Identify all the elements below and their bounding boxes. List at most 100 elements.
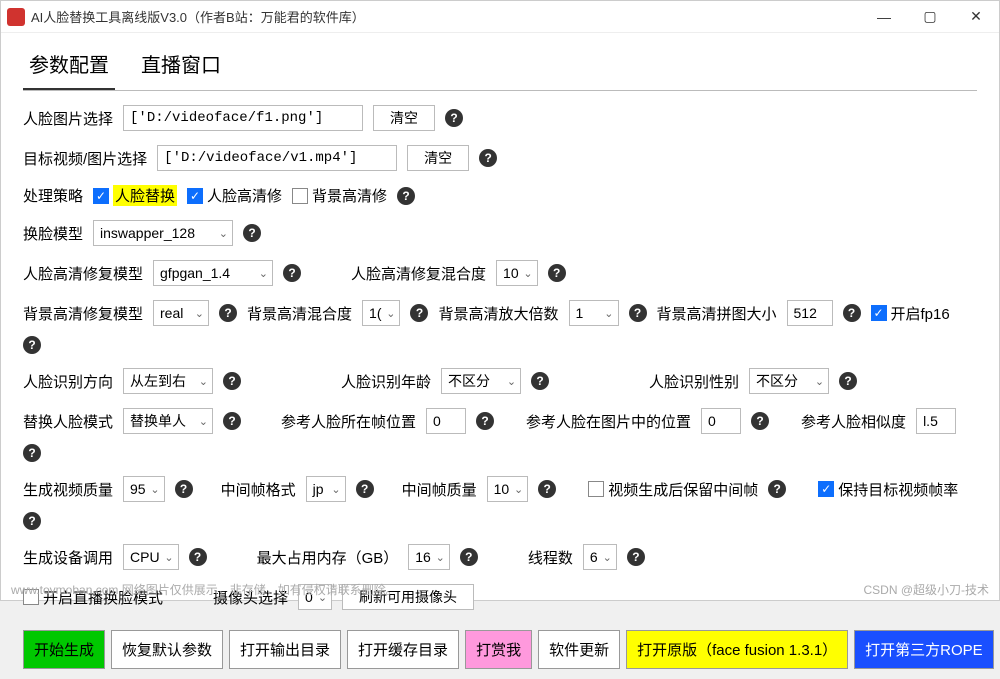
face-age-select[interactable]: 不区分 xyxy=(441,368,521,394)
replace-mode-value: 替换单人 xyxy=(130,411,186,431)
maximize-button[interactable]: ▢ xyxy=(907,1,953,33)
help-icon[interactable]: ? xyxy=(219,304,237,322)
help-icon[interactable]: ? xyxy=(283,264,301,282)
face-age-label: 人脸识别年龄 xyxy=(341,371,431,392)
open-original-button[interactable]: 打开原版（face fusion 1.3.1） xyxy=(626,630,848,669)
mem-label: 最大占用内存（GB） xyxy=(257,547,399,568)
face-restore-blend-select[interactable]: 10 xyxy=(496,260,538,286)
row-strategy: 处理策略 ✓ 人脸替换 ✓ 人脸高清修 背景高清修 ? xyxy=(23,185,977,206)
open-output-button[interactable]: 打开输出目录 xyxy=(229,630,341,669)
minimize-button[interactable]: — xyxy=(861,1,907,33)
help-icon[interactable]: ? xyxy=(476,412,494,430)
frame-q-value: 10 xyxy=(494,481,510,497)
start-button[interactable]: 开始生成 xyxy=(23,630,105,669)
reset-button[interactable]: 恢复默认参数 xyxy=(111,630,223,669)
help-icon[interactable]: ? xyxy=(839,372,857,390)
checkbox-icon xyxy=(588,481,604,497)
bg-restore-model-select[interactable]: real xyxy=(153,300,209,326)
ref-pos-label: 参考人脸在图片中的位置 xyxy=(526,411,691,432)
ref-pos-input[interactable] xyxy=(701,408,741,434)
face-restore-blend-label: 人脸高清修复混合度 xyxy=(351,263,486,284)
tab-bar: 参数配置 直播窗口 xyxy=(23,43,977,91)
help-icon[interactable]: ? xyxy=(23,336,41,354)
help-icon[interactable]: ? xyxy=(397,187,415,205)
fp16-checkbox[interactable]: ✓ 开启fp16 xyxy=(871,303,950,324)
help-icon[interactable]: ? xyxy=(243,224,261,242)
strategy-face-restore-label: 人脸高清修 xyxy=(207,185,282,206)
device-value: CPU xyxy=(130,549,160,565)
window-controls: — ▢ ✕ xyxy=(861,1,999,33)
face-gender-select[interactable]: 不区分 xyxy=(749,368,829,394)
help-icon[interactable]: ? xyxy=(531,372,549,390)
row-replace: 替换人脸模式 替换单人 ? 参考人脸所在帧位置 ? 参考人脸在图片中的位置 ? … xyxy=(23,408,977,462)
keep-mid-label: 视频生成后保留中间帧 xyxy=(608,479,758,500)
help-icon[interactable]: ? xyxy=(223,412,241,430)
help-icon[interactable]: ? xyxy=(23,512,41,530)
strategy-face-swap-label: 人脸替换 xyxy=(113,185,177,206)
ref-sim-input[interactable] xyxy=(916,408,956,434)
target-input[interactable] xyxy=(157,145,397,171)
mem-value: 16 xyxy=(415,549,431,565)
device-label: 生成设备调用 xyxy=(23,547,113,568)
footer-left: www.toymoban.com 网络图片仅供展示，非存储，如有侵权请联系删除。 xyxy=(11,581,398,598)
frame-q-select[interactable]: 10 xyxy=(487,476,529,502)
help-icon[interactable]: ? xyxy=(627,548,645,566)
keep-fps-label: 保持目标视频帧率 xyxy=(838,479,958,500)
ref-frame-input[interactable] xyxy=(426,408,466,434)
help-icon[interactable]: ? xyxy=(479,149,497,167)
device-select[interactable]: CPU xyxy=(123,544,179,570)
help-icon[interactable]: ? xyxy=(223,372,241,390)
face-dir-select[interactable]: 从左到右 xyxy=(123,368,213,394)
donate-button[interactable]: 打赏我 xyxy=(465,630,532,669)
window-title: AI人脸替换工具离线版V3.0（作者B站：万能君的软件库） xyxy=(31,7,861,26)
help-icon[interactable]: ? xyxy=(548,264,566,282)
face-restore-model-select[interactable]: gfpgan_1.4 xyxy=(153,260,273,286)
help-icon[interactable]: ? xyxy=(751,412,769,430)
footer: www.toymoban.com 网络图片仅供展示，非存储，如有侵权请联系删除。… xyxy=(11,581,989,598)
help-icon[interactable]: ? xyxy=(843,304,861,322)
frame-fmt-select[interactable]: jp xyxy=(306,476,346,502)
ref-frame-label: 参考人脸所在帧位置 xyxy=(281,411,416,432)
help-icon[interactable]: ? xyxy=(356,480,374,498)
face-gender-label: 人脸识别性别 xyxy=(649,371,739,392)
bg-scale-select[interactable]: 1 xyxy=(569,300,619,326)
face-image-clear-button[interactable]: 清空 xyxy=(373,105,435,131)
help-icon[interactable]: ? xyxy=(410,304,428,322)
row-swap-model: 换脸模型 inswapper_128 ? xyxy=(23,220,977,246)
replace-mode-select[interactable]: 替换单人 xyxy=(123,408,213,434)
help-icon[interactable]: ? xyxy=(538,480,556,498)
face-image-input[interactable] xyxy=(123,105,363,131)
help-icon[interactable]: ? xyxy=(768,480,786,498)
close-button[interactable]: ✕ xyxy=(953,1,999,33)
open-rope-button[interactable]: 打开第三方ROPE xyxy=(854,630,994,669)
keep-fps-checkbox[interactable]: ✓ 保持目标视频帧率 xyxy=(818,479,958,500)
help-icon[interactable]: ? xyxy=(189,548,207,566)
strategy-face-swap-checkbox[interactable]: ✓ 人脸替换 xyxy=(93,185,177,206)
help-icon[interactable]: ? xyxy=(460,548,478,566)
tab-live[interactable]: 直播窗口 xyxy=(135,43,227,90)
bg-tile-input[interactable] xyxy=(787,300,833,326)
help-icon[interactable]: ? xyxy=(445,109,463,127)
target-clear-button[interactable]: 清空 xyxy=(407,145,469,171)
help-icon[interactable]: ? xyxy=(23,444,41,462)
keep-mid-checkbox[interactable]: 视频生成后保留中间帧 xyxy=(588,479,758,500)
strategy-bg-restore-checkbox[interactable]: 背景高清修 xyxy=(292,185,387,206)
threads-select[interactable]: 6 xyxy=(583,544,617,570)
row-video: 生成视频质量 95 ? 中间帧格式 jp ? 中间帧质量 10 ? 视频生成后保… xyxy=(23,476,977,530)
face-restore-blend-value: 10 xyxy=(503,265,519,281)
mem-select[interactable]: 16 xyxy=(408,544,450,570)
help-icon[interactable]: ? xyxy=(175,480,193,498)
bg-blend-select[interactable]: 1( xyxy=(362,300,400,326)
frame-q-label: 中间帧质量 xyxy=(402,479,477,500)
tab-config[interactable]: 参数配置 xyxy=(23,43,115,90)
help-icon[interactable]: ? xyxy=(629,304,647,322)
bg-scale-value: 1 xyxy=(576,305,584,321)
footer-right: CSDN @超级小刀-技术 xyxy=(863,581,989,598)
strategy-bg-restore-label: 背景高清修 xyxy=(312,185,387,206)
video-quality-select[interactable]: 95 xyxy=(123,476,165,502)
strategy-face-restore-checkbox[interactable]: ✓ 人脸高清修 xyxy=(187,185,282,206)
update-button[interactable]: 软件更新 xyxy=(538,630,620,669)
ref-sim-label: 参考人脸相似度 xyxy=(801,411,906,432)
open-cache-button[interactable]: 打开缓存目录 xyxy=(347,630,459,669)
swap-model-select[interactable]: inswapper_128 xyxy=(93,220,233,246)
